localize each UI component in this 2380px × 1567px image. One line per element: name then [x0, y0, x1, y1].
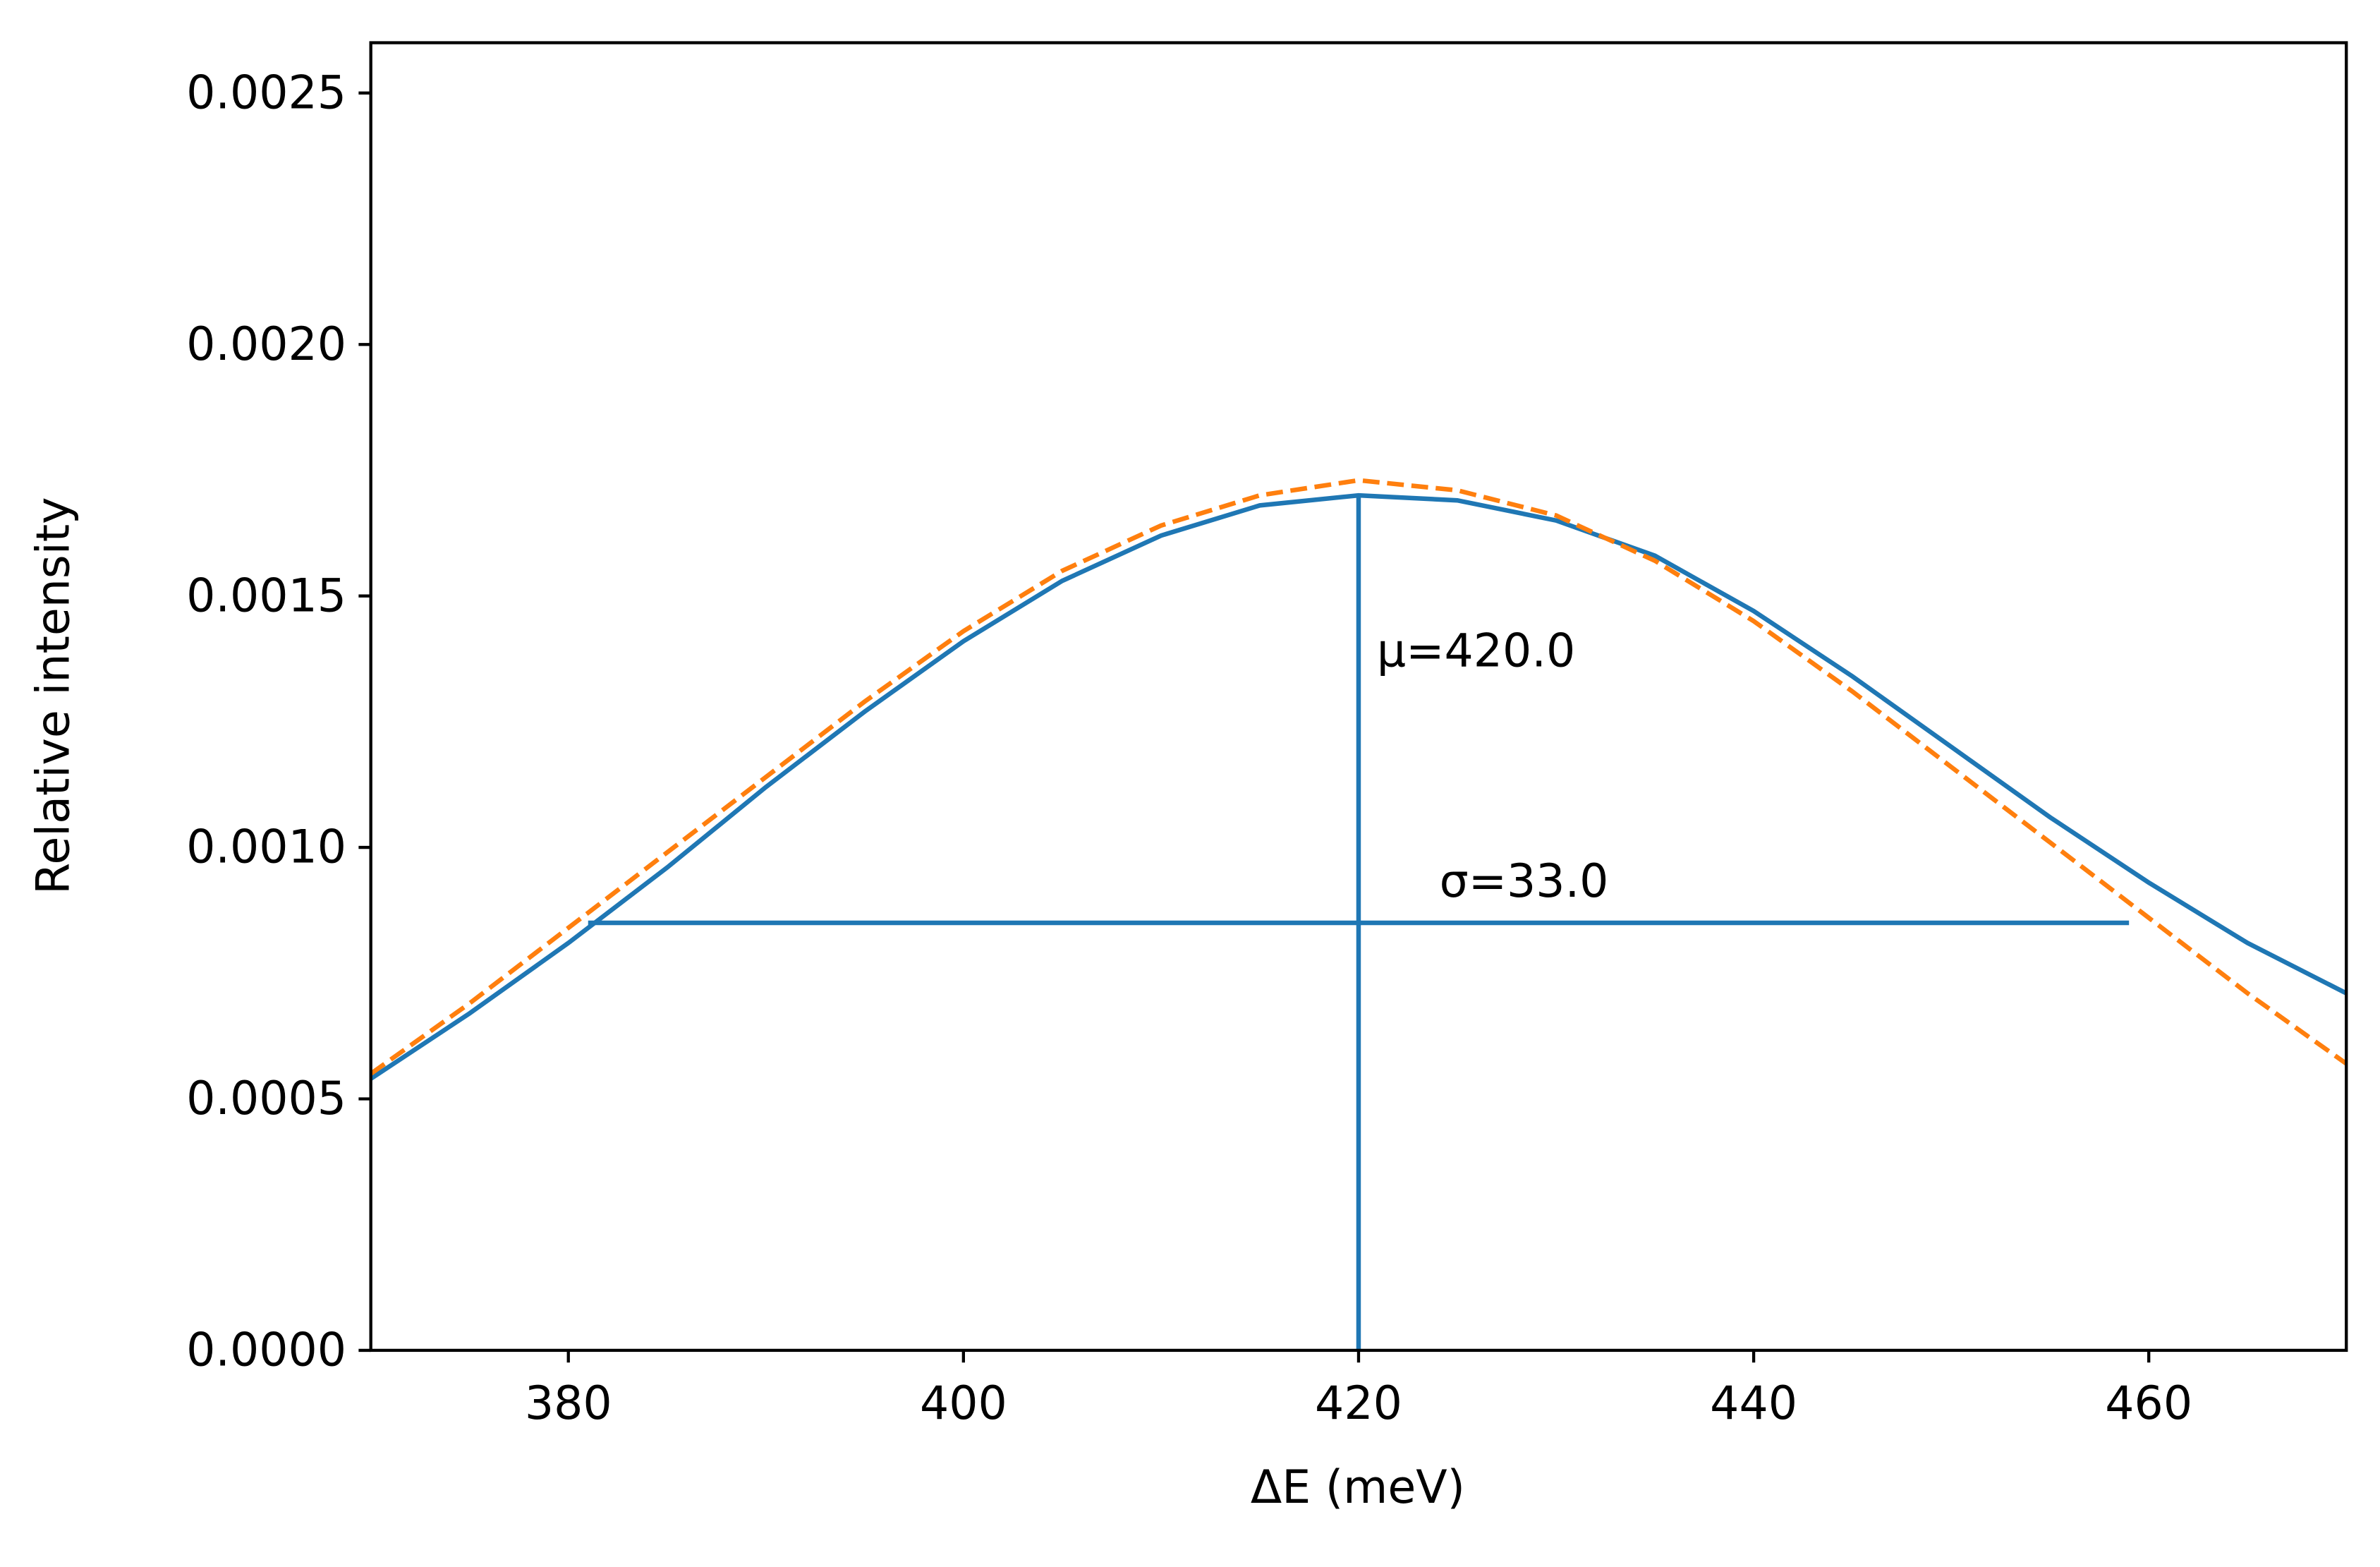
- y-tick-label: 0.0000: [186, 1324, 346, 1377]
- y-tick-label: 0.0020: [186, 318, 346, 371]
- y-tick-label: 0.0025: [186, 66, 346, 119]
- x-tick-label: 400: [920, 1377, 1007, 1430]
- x-tick-label: 380: [525, 1377, 612, 1430]
- x-tick-label: 440: [1710, 1377, 1797, 1430]
- width-label: σ=33.0: [1440, 855, 1609, 908]
- y-tick-label: 0.0005: [186, 1072, 346, 1125]
- mean-label: μ=420.0: [1377, 624, 1575, 677]
- y-tick-label: 0.0010: [186, 821, 346, 874]
- plot-frame: [369, 41, 2348, 1353]
- y-tick-label: 0.0015: [186, 569, 346, 622]
- y-axis-label: Relative intensity: [27, 497, 80, 894]
- x-axis-label: ΔE (meV): [1251, 1461, 1465, 1514]
- x-tick-label: 460: [2105, 1377, 2192, 1430]
- x-tick-label: 420: [1315, 1377, 1402, 1430]
